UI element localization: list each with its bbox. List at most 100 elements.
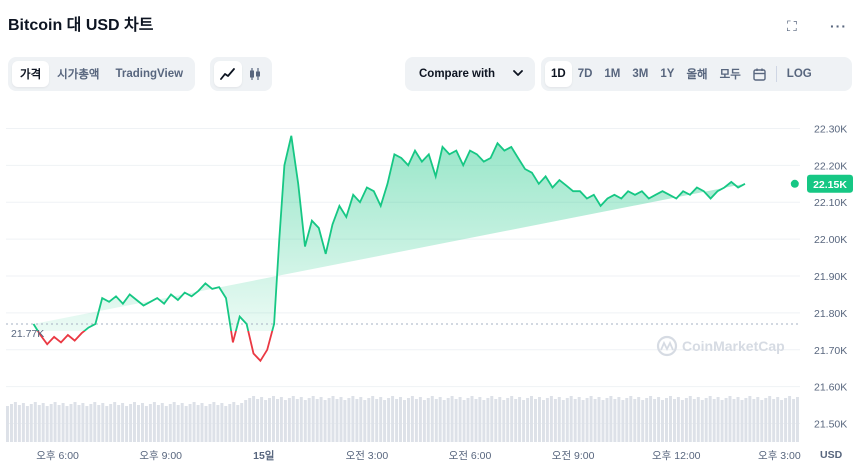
volume-bar bbox=[700, 400, 704, 442]
baseline-label: 21.77K bbox=[11, 328, 44, 340]
y-tick-label: 22.30K bbox=[814, 123, 847, 135]
volume-bar bbox=[204, 406, 208, 442]
volume-bar bbox=[379, 397, 383, 442]
candlestick-icon[interactable] bbox=[242, 61, 268, 87]
range-7d[interactable]: 7D bbox=[577, 68, 593, 80]
volume-bar bbox=[264, 400, 268, 442]
volume-bar bbox=[577, 397, 581, 442]
volume-bar bbox=[148, 404, 152, 442]
volume-bar bbox=[684, 398, 688, 442]
x-tick-label: 오전 9:00 bbox=[552, 450, 595, 462]
volume-bar bbox=[407, 398, 410, 442]
x-tick-label: 오후 9:00 bbox=[139, 450, 182, 462]
volume-bar bbox=[57, 405, 61, 442]
volume-bar bbox=[109, 404, 113, 442]
volume-bar bbox=[494, 399, 498, 442]
volume-bar bbox=[89, 404, 93, 442]
volume-bar bbox=[101, 403, 105, 442]
volume-bar bbox=[601, 400, 605, 442]
svg-text:CoinMarketCap: CoinMarketCap bbox=[682, 338, 785, 354]
tab-tradingview[interactable]: TradingView bbox=[115, 68, 184, 80]
volume-bar bbox=[792, 399, 796, 442]
volume-bar bbox=[458, 397, 462, 442]
volume-bar bbox=[466, 398, 470, 442]
volume-bar bbox=[339, 397, 343, 442]
compare-with-dropdown[interactable]: Compare with bbox=[405, 57, 535, 91]
volume-bar bbox=[478, 397, 482, 442]
volume-bar bbox=[526, 398, 530, 442]
line-chart-icon[interactable] bbox=[214, 61, 242, 87]
volume-bar bbox=[760, 400, 764, 442]
volume-bar bbox=[248, 398, 252, 442]
range-1d[interactable]: 1D bbox=[545, 61, 572, 87]
volume-bar bbox=[256, 399, 260, 442]
volume-bar bbox=[597, 397, 601, 442]
volume-bar bbox=[335, 399, 339, 442]
volume-bar bbox=[307, 398, 311, 442]
volume-bar bbox=[236, 405, 240, 442]
volume-bar bbox=[486, 398, 490, 442]
volume-bar bbox=[470, 396, 474, 442]
volume-bar bbox=[347, 398, 351, 442]
volume-bar bbox=[13, 402, 17, 442]
volume-bar bbox=[81, 403, 85, 442]
volume-bar bbox=[788, 396, 792, 442]
volume-bar bbox=[399, 397, 402, 442]
volume-bar bbox=[25, 406, 29, 442]
volume-bar bbox=[299, 397, 303, 442]
volume-bar bbox=[61, 403, 65, 442]
log-scale-toggle[interactable]: LOG bbox=[786, 68, 812, 80]
volume-bar bbox=[609, 396, 613, 442]
volume-bar bbox=[542, 400, 545, 442]
volume-bar bbox=[557, 397, 561, 442]
volume-bar bbox=[434, 399, 438, 442]
x-tick-label: 오전 3:00 bbox=[346, 450, 389, 462]
tab-market-cap[interactable]: 시가총액 bbox=[57, 69, 100, 81]
volume-bar bbox=[311, 396, 315, 442]
volume-bar bbox=[283, 400, 287, 442]
currency-label: USD bbox=[820, 449, 843, 461]
volume-bar bbox=[748, 396, 752, 442]
volume-bar bbox=[438, 397, 442, 442]
volume-bar bbox=[180, 403, 184, 442]
volume-bar bbox=[65, 406, 69, 442]
range-3m[interactable]: 3M bbox=[632, 68, 649, 80]
volume-bar bbox=[696, 397, 700, 442]
volume-bar bbox=[383, 400, 387, 442]
volume-bar bbox=[633, 399, 637, 442]
volume-bar bbox=[315, 399, 319, 442]
chart-style-group bbox=[210, 57, 272, 91]
volume-bar bbox=[708, 396, 712, 442]
compare-with-label: Compare with bbox=[419, 68, 496, 80]
volume-bar bbox=[73, 402, 77, 442]
more-icon[interactable]: ··· bbox=[830, 18, 847, 34]
volume-bar bbox=[160, 403, 164, 442]
volume-bar bbox=[649, 396, 653, 442]
volume-bar bbox=[303, 400, 307, 442]
range-1y[interactable]: 1Y bbox=[660, 68, 675, 80]
tab-price[interactable]: 가격 bbox=[12, 61, 50, 87]
expand-icon[interactable]: ⛶ bbox=[787, 18, 797, 34]
volume-bar bbox=[168, 404, 172, 442]
volume-bar bbox=[208, 404, 212, 442]
volume-bar bbox=[553, 399, 557, 442]
volume-bar bbox=[613, 399, 617, 442]
volume-bar bbox=[776, 397, 780, 442]
volume-bar bbox=[69, 404, 73, 442]
volume-bar bbox=[85, 406, 89, 442]
volume-bar bbox=[474, 399, 478, 442]
range-all[interactable]: 모두 bbox=[719, 69, 741, 81]
volume-bar bbox=[355, 399, 359, 442]
volume-bar bbox=[418, 397, 422, 442]
current-price-dot bbox=[790, 179, 799, 188]
volume-bar bbox=[45, 406, 49, 442]
volume-bar bbox=[152, 402, 156, 442]
y-tick-label: 22.10K bbox=[814, 197, 847, 209]
calendar-icon[interactable] bbox=[747, 61, 772, 87]
volume-bar bbox=[538, 397, 541, 442]
y-tick-label: 21.70K bbox=[814, 345, 847, 357]
range-1m[interactable]: 1M bbox=[604, 68, 621, 80]
watermark: CoinMarketCap bbox=[656, 335, 785, 357]
range-ytd[interactable]: 올해 bbox=[686, 69, 708, 81]
